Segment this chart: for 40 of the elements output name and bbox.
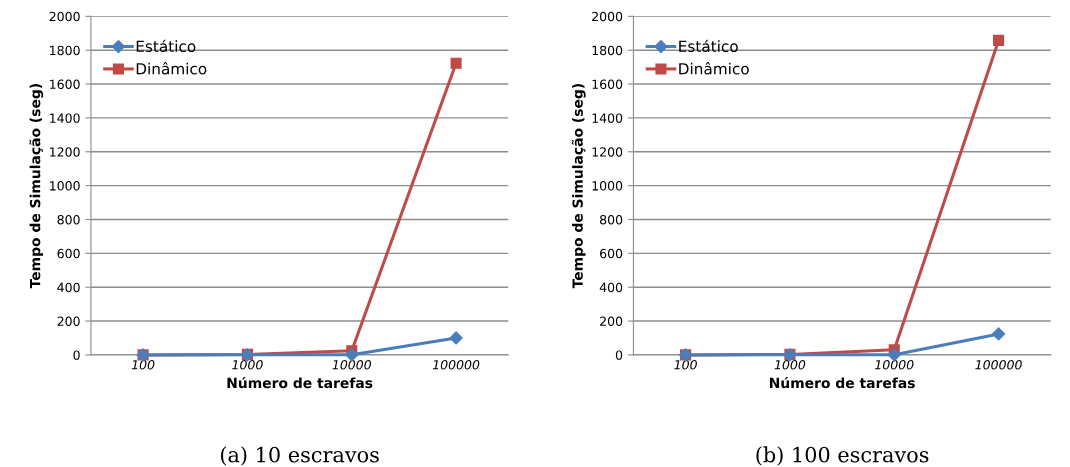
x-axis-title: Número de tarefas <box>769 376 915 389</box>
y-tick-label: 1400 <box>592 113 623 123</box>
y-tick-label: 1200 <box>592 147 623 157</box>
y-tick-label: 800 <box>600 214 623 225</box>
x-tick-label: 1000 <box>774 360 806 370</box>
y-tick-label: 200 <box>600 316 623 326</box>
x-tick-label: 100 <box>674 360 697 370</box>
y-tick-label: 200 <box>57 316 80 326</box>
y-tick-label: 400 <box>57 282 80 293</box>
y-axis-title: Tempo de Simulação (seg) <box>29 84 44 289</box>
legend-label: Dinâmico <box>136 62 207 75</box>
x-tick-label: 100 <box>131 360 155 370</box>
y-axis-title: Tempo de Simulação (seg) <box>571 84 586 289</box>
legend-label: Estático <box>136 39 196 53</box>
x-tick-label: 10000 <box>332 360 372 370</box>
y-tick-label: 2000 <box>49 11 80 22</box>
text: (b) 100 escravos <box>756 446 929 466</box>
x-axis-title: Número de tarefas <box>227 376 373 389</box>
x-tick-label: 10000 <box>874 360 914 370</box>
x-tick-label: 100000 <box>432 360 480 370</box>
y-tick-label: 600 <box>57 248 80 259</box>
y-tick-label: 1800 <box>592 45 623 56</box>
text: (a) 10 escravos <box>221 446 379 466</box>
y-tick-label: 800 <box>57 214 80 225</box>
x-tick-label: 1000 <box>232 360 263 370</box>
legend-label: Dinâmico <box>679 62 749 75</box>
y-tick-label: 1200 <box>50 147 80 157</box>
y-tick-label: 1000 <box>50 181 80 191</box>
y-tick-label: 1800 <box>50 45 80 56</box>
y-tick-label: 0 <box>73 350 80 360</box>
y-tick-label: 1000 <box>592 181 623 191</box>
y-tick-label: 1600 <box>592 79 623 89</box>
x-tick-label: 100000 <box>975 360 1022 370</box>
y-tick-label: 1600 <box>50 79 80 89</box>
y-tick-label: 1400 <box>50 113 80 123</box>
legend-label: Estático <box>679 39 738 53</box>
y-tick-label: 0 <box>615 350 623 360</box>
y-tick-label: 2000 <box>592 11 623 22</box>
y-tick-label: 600 <box>600 248 623 259</box>
y-tick-label: 400 <box>599 282 623 293</box>
